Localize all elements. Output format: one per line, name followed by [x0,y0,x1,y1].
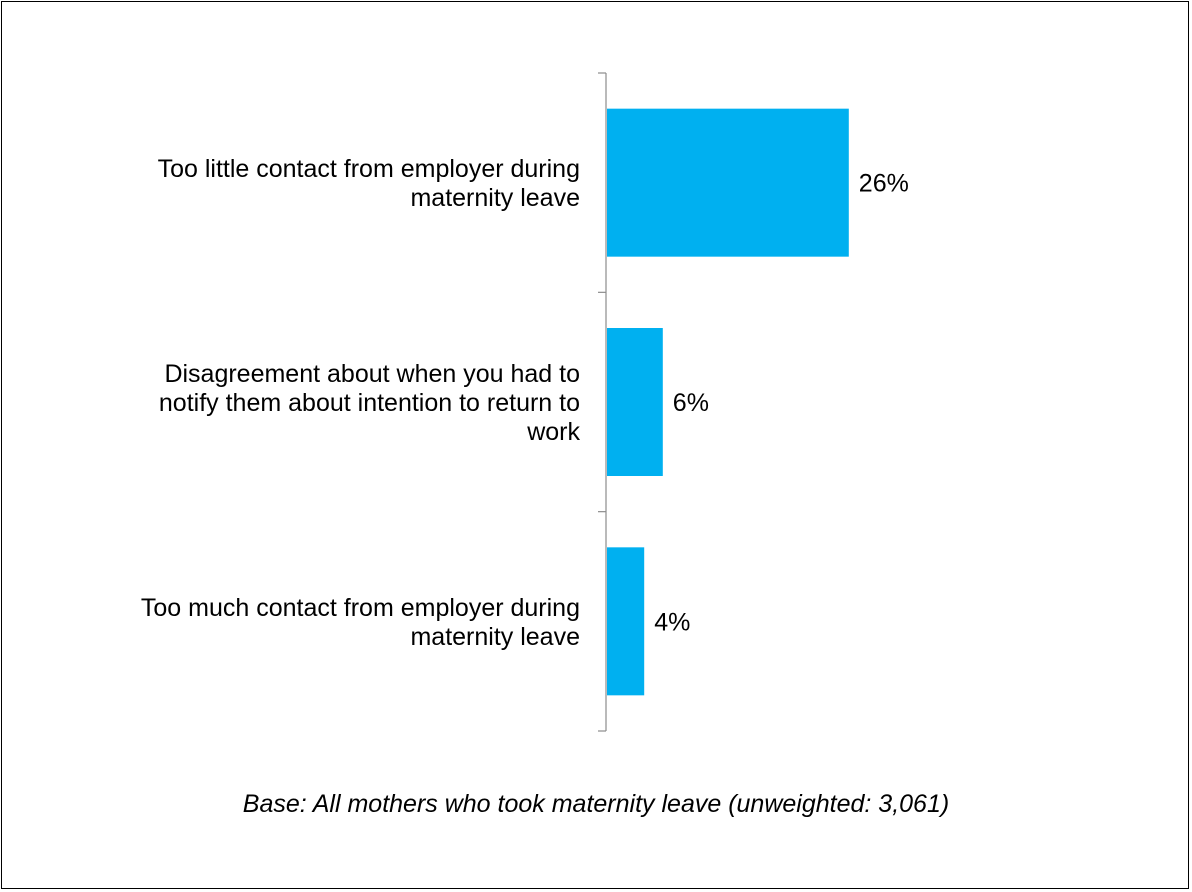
data-label: 6% [673,389,709,417]
category-tick-label-line: Too little contact from employer during [158,155,580,183]
category-tick-label: Too little contact from employer during m… [158,155,580,212]
bar [607,547,645,696]
labels-layer: 26% Too little contact from employer duri… [141,155,909,651]
category-tick-label: Disagreement about when you had to notify… [159,360,581,446]
category-tick-label-line: maternity leave [410,623,580,651]
category-tick-label-line: work [526,418,580,446]
category-tick-label-line: notify them about intention to return to [159,389,580,417]
base-footnote: Base: All mothers who took maternity lea… [242,790,950,818]
data-label: 26% [859,170,909,198]
axis-layer [598,72,607,732]
bars-layer [607,108,849,696]
category-tick-label-line: maternity leave [410,184,580,212]
bar [607,108,849,257]
data-label: 4% [654,608,690,636]
category-tick-label-line: Too much contact from employer during [141,594,580,622]
category-tick-label-line: Disagreement about when you had to [164,360,580,388]
category-tick-label: Too much contact from employer during mat… [141,594,580,651]
bar [607,328,663,476]
